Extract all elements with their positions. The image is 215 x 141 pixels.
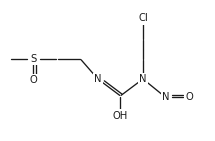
Text: O: O (185, 92, 193, 102)
Text: N: N (139, 74, 147, 84)
Text: O: O (29, 75, 37, 85)
Text: Cl: Cl (138, 13, 148, 23)
Text: N: N (94, 74, 101, 84)
Text: OH: OH (113, 111, 128, 121)
Text: S: S (30, 54, 37, 64)
Text: N: N (162, 92, 169, 102)
